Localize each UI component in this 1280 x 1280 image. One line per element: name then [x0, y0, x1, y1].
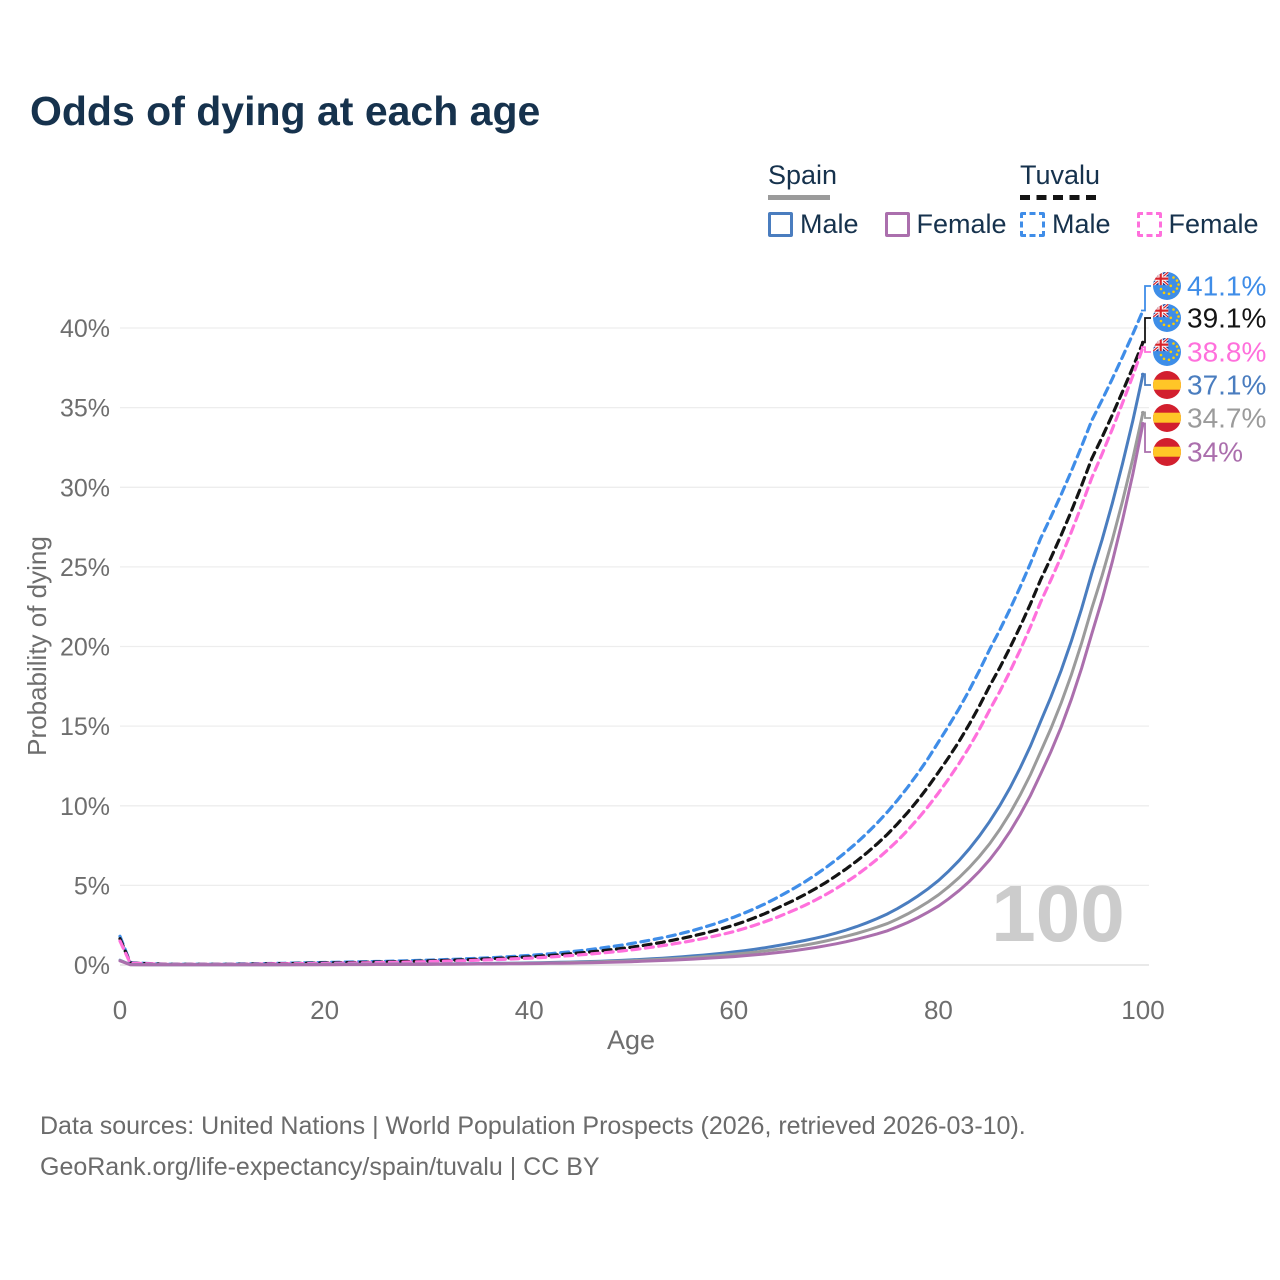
- gridlines: 0% 5% 10% 15% 20% 25% 30% 35% 40% 0 20 40 60 80 100: [60, 315, 1165, 1025]
- tuvalu-female-swatch-icon: [1136, 212, 1162, 237]
- x-axis-title: Age: [607, 1025, 655, 1055]
- series-lines: [118, 308, 1145, 967]
- line-tuvalu-male[interactable]: [118, 308, 1145, 966]
- connector-spain-male: [1141, 373, 1151, 386]
- attribution-line[interactable]: GeoRank.org/life-expectancy/spain/tuvalu…: [40, 1153, 600, 1181]
- mortality-line-chart: 0% 5% 10% 15% 20% 25% 30% 35% 40% 0 20 40 60 80 100 10…: [22, 0, 1266, 1055]
- page-title: Odds of dying at each age: [30, 88, 541, 134]
- end-label-tuvalu-male: 41.1%: [1187, 271, 1266, 302]
- connector-tuvalu-male: [1141, 285, 1151, 312]
- y-tick-label: 40%: [60, 315, 110, 343]
- legend-item-tuvalu-male[interactable]: Male: [1020, 209, 1111, 240]
- connector-tuvalu-both-sexes: [1141, 317, 1151, 344]
- end-label-spain-male: 37.1%: [1187, 370, 1266, 401]
- y-tick-label: 15%: [60, 713, 110, 741]
- connector-spain-both-sexes: [1141, 411, 1151, 419]
- x-tick-label: 20: [310, 995, 339, 1025]
- legend-label-spain-female: Female: [916, 209, 1007, 239]
- tuvalu-flag-icon: [1153, 304, 1181, 332]
- legend-label-tuvalu-male: Male: [1052, 209, 1111, 239]
- x-tick-label: 40: [515, 995, 544, 1025]
- tuvalu-flag-icon: [1153, 272, 1181, 300]
- y-tick-label: 25%: [60, 554, 110, 582]
- spain-female-swatch-icon: [884, 212, 910, 237]
- connector-tuvalu-female: [1141, 346, 1151, 353]
- y-axis-title: Probability of dying: [22, 536, 52, 756]
- x-tick-label: 0: [113, 995, 127, 1025]
- y-tick-label: 0%: [74, 952, 110, 980]
- spain-flag-icon: [1153, 404, 1181, 432]
- x-tick-label: 60: [719, 995, 748, 1025]
- y-tick-label: 10%: [60, 793, 110, 821]
- spain-flag-icon: [1153, 438, 1181, 466]
- legend-item-spain-female[interactable]: Female: [884, 209, 1007, 240]
- legend-group-spain: Spain Male Female: [768, 160, 1007, 240]
- line-spain-female[interactable]: [118, 422, 1145, 967]
- legend-item-tuvalu-female[interactable]: Female: [1136, 209, 1259, 240]
- spain-flag-icon: [1153, 371, 1181, 399]
- tuvalu-male-swatch-icon: [1020, 212, 1045, 237]
- end-label-tuvalu-female: 38.8%: [1187, 337, 1266, 368]
- end-label-spain-both-sexes: 34.7%: [1187, 403, 1266, 434]
- legend-label-tuvalu-female: Female: [1168, 209, 1259, 239]
- legend-group-tuvalu: Tuvalu Male Female: [1020, 160, 1259, 240]
- line-spain-male[interactable]: [118, 372, 1145, 967]
- y-tick-label: 5%: [74, 872, 110, 900]
- line-tuvalu-both-sexes[interactable]: [118, 340, 1145, 967]
- footer: Data sources: United Nations | World Pop…: [40, 1106, 1026, 1188]
- line-tuvalu-female[interactable]: [118, 345, 1145, 966]
- end-value-annotations: 41.1%39.1%38.8%37.1%34.7%34%: [1141, 271, 1266, 468]
- legend-underline-tuvalu: [1020, 195, 1096, 200]
- y-tick-label: 35%: [60, 395, 110, 423]
- tuvalu-flag-icon: [1153, 338, 1181, 366]
- legend-item-spain-male[interactable]: Male: [768, 209, 859, 240]
- legend-country-tuvalu[interactable]: Tuvalu: [1020, 160, 1101, 190]
- watermark: 100: [991, 869, 1124, 958]
- connector-spain-female: [1141, 422, 1151, 453]
- spain-male-swatch-icon: [768, 212, 793, 237]
- end-label-spain-female: 34%: [1187, 437, 1243, 468]
- legend-label-spain-male: Male: [800, 209, 859, 239]
- legend: Spain Male Female Tuvalu Male: [0, 160, 1280, 240]
- legend-underline-spain: [768, 195, 830, 200]
- data-sources-line: Data sources: United Nations | World Pop…: [40, 1112, 1026, 1140]
- y-tick-label: 30%: [60, 474, 110, 502]
- x-tick-label: 100: [1121, 995, 1164, 1025]
- x-tick-label: 80: [924, 995, 953, 1025]
- legend-country-spain[interactable]: Spain: [768, 160, 838, 190]
- end-label-tuvalu-both-sexes: 39.1%: [1187, 303, 1266, 334]
- y-tick-label: 20%: [60, 634, 110, 662]
